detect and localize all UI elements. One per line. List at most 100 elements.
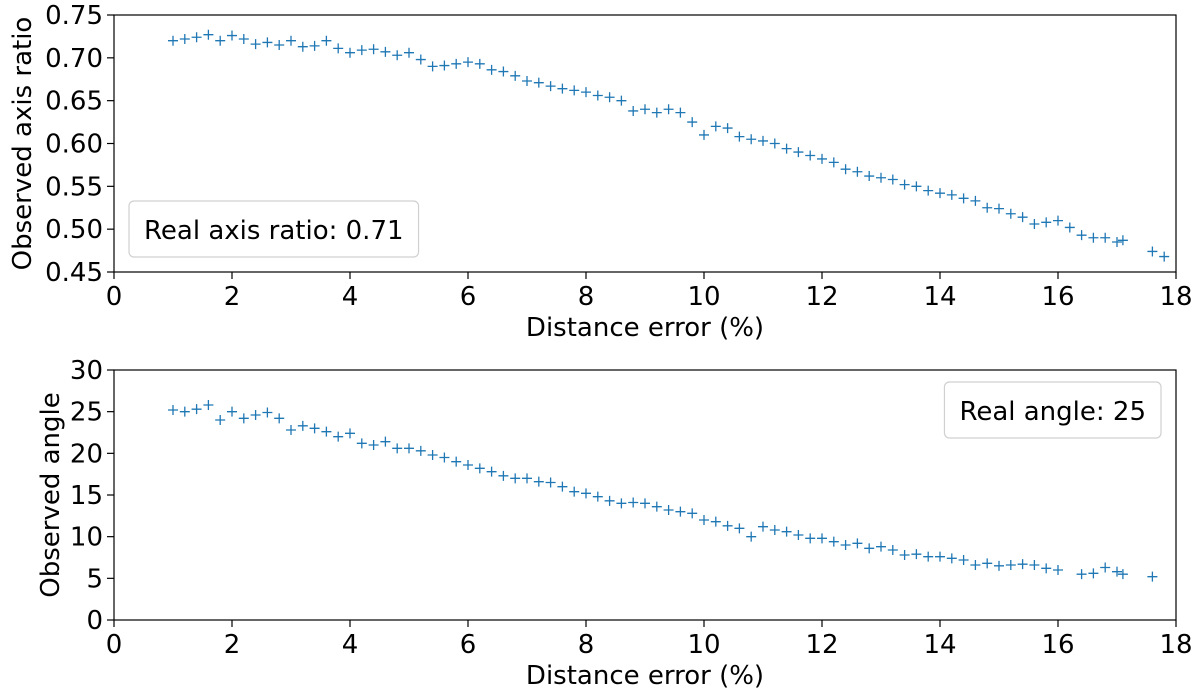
point xyxy=(168,405,178,415)
point xyxy=(557,481,568,492)
point xyxy=(168,35,178,46)
point xyxy=(392,50,403,61)
point xyxy=(817,153,827,164)
x-tick-label: 2 xyxy=(224,630,241,660)
point xyxy=(663,505,674,515)
point xyxy=(250,410,261,420)
point xyxy=(746,531,757,542)
point xyxy=(297,420,308,431)
y-tick-label: 25 xyxy=(70,398,103,428)
y-tick-label: 0.45 xyxy=(45,258,103,288)
point xyxy=(946,553,957,564)
y-tick-label: 0.75 xyxy=(45,1,103,31)
point xyxy=(1041,217,1052,228)
point xyxy=(286,35,296,46)
point xyxy=(1053,215,1063,226)
point xyxy=(628,497,639,508)
x-tick-label: 18 xyxy=(1159,630,1192,660)
point xyxy=(238,413,249,424)
point xyxy=(899,179,910,190)
point xyxy=(734,131,745,142)
point xyxy=(191,404,202,415)
point xyxy=(876,172,886,183)
point xyxy=(368,44,379,55)
point xyxy=(675,506,686,517)
y-tick-label: 30 xyxy=(70,356,103,386)
y-tick-label: 0.65 xyxy=(45,87,103,117)
x-axis-label: Distance error (%) xyxy=(526,661,764,690)
point xyxy=(994,203,1004,214)
point xyxy=(486,64,497,75)
y-axis-label: Observed axis ratio xyxy=(8,17,38,271)
x-tick-label: 12 xyxy=(805,630,838,660)
point xyxy=(651,501,662,512)
point xyxy=(451,456,462,467)
point xyxy=(557,83,568,94)
point xyxy=(404,47,414,58)
point xyxy=(592,90,603,101)
point xyxy=(404,443,414,454)
point xyxy=(651,107,662,118)
x-tick-label: 4 xyxy=(342,282,359,312)
x-tick-label: 16 xyxy=(1041,630,1074,660)
point xyxy=(356,45,367,56)
point xyxy=(793,530,804,540)
point xyxy=(675,107,686,118)
x-tick-label: 0 xyxy=(106,282,123,312)
point xyxy=(958,555,969,565)
point xyxy=(227,30,237,41)
point xyxy=(581,488,591,499)
x-tick-label: 6 xyxy=(460,282,477,312)
plot-frame xyxy=(113,369,1177,621)
x-axis-label: Distance error (%) xyxy=(526,313,764,343)
point xyxy=(415,445,426,456)
point xyxy=(604,495,615,506)
annotation-box xyxy=(943,381,1162,439)
point xyxy=(1005,208,1016,219)
point xyxy=(616,95,627,106)
point xyxy=(486,466,497,477)
point xyxy=(569,85,580,96)
x-tick-label: 6 xyxy=(460,630,477,660)
x-tick-label: 16 xyxy=(1041,282,1074,312)
point xyxy=(663,104,674,115)
x-tick-label: 18 xyxy=(1159,282,1192,312)
point xyxy=(1017,559,1028,570)
point xyxy=(640,498,650,509)
point xyxy=(911,181,922,192)
point xyxy=(592,491,603,502)
point xyxy=(946,189,957,200)
x-tick-label: 14 xyxy=(923,282,956,312)
point xyxy=(923,185,934,196)
point xyxy=(581,87,591,98)
point xyxy=(368,440,379,450)
point xyxy=(345,47,355,58)
point xyxy=(1088,232,1099,243)
point xyxy=(203,400,214,410)
point xyxy=(628,105,639,116)
x-tick-label: 14 xyxy=(923,630,956,660)
subplot: 0 2 4 6 8 10 12 14 16 18 0 5 10 15 20 25 30 Distance erro… xyxy=(36,356,1192,690)
point xyxy=(215,415,226,425)
point xyxy=(1088,568,1099,579)
point xyxy=(958,193,969,204)
point xyxy=(699,129,709,140)
point xyxy=(498,470,509,481)
plot-frame xyxy=(113,14,1177,273)
point xyxy=(616,498,627,509)
subplot: 0 2 4 6 8 10 12 14 16 18 0.45 0.50 0.55 0.60 0.65 0.70 0… xyxy=(8,1,1192,343)
point xyxy=(734,523,745,534)
point xyxy=(427,450,438,460)
point xyxy=(899,550,910,560)
y-tick-label: 0.70 xyxy=(45,44,103,74)
point xyxy=(840,164,851,175)
point xyxy=(887,174,898,185)
point xyxy=(805,533,816,544)
point xyxy=(333,431,344,442)
point xyxy=(227,406,237,417)
point xyxy=(250,39,261,50)
x-tick-label: 8 xyxy=(578,630,595,660)
point xyxy=(463,460,473,470)
point xyxy=(1112,566,1122,577)
point xyxy=(439,60,450,71)
